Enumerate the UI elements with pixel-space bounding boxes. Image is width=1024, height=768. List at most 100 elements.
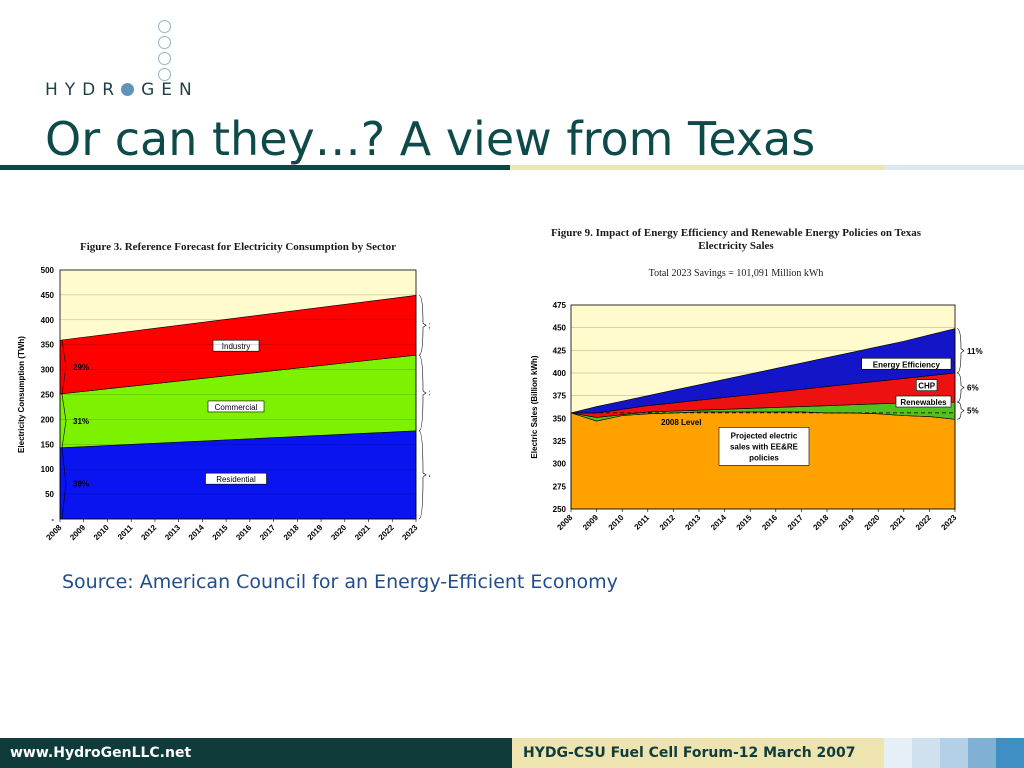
bracket-chp	[956, 372, 965, 403]
label-projected-line2: sales with EE&RE	[730, 442, 799, 451]
label-chp: CHP	[918, 382, 936, 391]
bracket-end-industry	[418, 295, 427, 356]
figure9-title-line1: Figure 9. Impact of Energy Efficiency an…	[551, 227, 922, 239]
bracket-energy-efficiency	[956, 328, 965, 374]
figure9-xtick: 2018	[811, 513, 830, 532]
figure9-xtick: 2009	[581, 513, 600, 532]
label-box-energy-efficiency	[861, 357, 952, 370]
logo-dot-2	[158, 36, 171, 49]
figure3-ytick: 250	[41, 391, 55, 400]
figure9-ytick: 400	[553, 369, 567, 378]
footer-blue-5	[996, 738, 1024, 768]
bracket-renewables	[956, 401, 965, 420]
figure9-ytick: 275	[553, 482, 567, 491]
footer-blue-1	[884, 738, 912, 768]
figure9-chart: Figure 9. Impact of Energy Efficiency an…	[530, 227, 983, 532]
figure9-ylabel: Electric Sales (Billion kWh)	[530, 355, 539, 458]
figure9-xtick: 2019	[837, 513, 856, 532]
share-end-commercial: 34%	[429, 389, 430, 398]
figure9-xtick: 2012	[658, 513, 677, 532]
footer-website-link[interactable]: www.HydroGenLLC.net	[10, 745, 192, 761]
figure3-ytick: 350	[41, 341, 55, 350]
figure3-title: Figure 3. Reference Forecast for Electri…	[80, 241, 396, 253]
title-rule-fade	[885, 165, 1024, 170]
figure9-xtick: 2017	[786, 513, 805, 532]
figure3-ytick: -	[51, 515, 54, 524]
footer-event-text: HYDG-CSU Fuel Cell Forum-12 March 2007	[523, 745, 856, 761]
figure9-xtick: 2011	[633, 513, 652, 532]
label-2008-level: 2008 Level	[661, 418, 701, 427]
figure9-ytick: 475	[553, 301, 567, 310]
label-box-industry	[212, 339, 260, 352]
figure3-xtick: 2019	[306, 523, 325, 542]
logo-dot-3	[158, 52, 171, 65]
figure9-ytick: 450	[553, 324, 567, 333]
figure9-subtitle: Total 2023 Savings = 101,091 Million kWh	[649, 268, 824, 279]
figure9-xtick: 2015	[735, 513, 754, 532]
label-renewables: Renewables	[900, 398, 947, 407]
bracket-start-industry	[61, 340, 67, 395]
figure3-ytick: 150	[41, 440, 55, 449]
figure9-plot-frame	[570, 304, 956, 510]
share-end-industry: 27%	[429, 321, 430, 330]
label-industry: Industry	[222, 342, 250, 351]
figure9-ytick: 325	[553, 437, 567, 446]
share-start-residential: 39%	[73, 479, 89, 488]
figure9-xtick: 2016	[760, 513, 779, 532]
figure3-xtick: 2016	[234, 523, 253, 542]
figure3-xtick: 2021	[353, 523, 372, 542]
figure3-xtick: 2018	[282, 523, 301, 542]
label-projected-line1: Projected electric	[731, 431, 798, 440]
figure9-xtick: 2013	[683, 513, 702, 532]
bracket-end-residential	[418, 430, 427, 520]
footer-bar: www.HydroGenLLC.net HYDG-CSU Fuel Cell F…	[0, 738, 1024, 768]
page-title: Or can they…? A view from Texas	[45, 112, 816, 166]
title-rule-dark	[0, 165, 510, 170]
figure3-ytick: 50	[45, 490, 54, 499]
label-energy-efficiency: Energy Efficiency	[873, 360, 941, 369]
figure9-xtick: 2020	[863, 513, 882, 532]
figure3-xtick: 2023	[400, 523, 419, 542]
figure9-ytick: 375	[553, 392, 567, 401]
figure9-title-line2: Electricity Sales	[698, 240, 774, 252]
figure3-chart: Figure 3. Reference Forecast for Electri…	[17, 241, 430, 542]
figure3-xtick: 2012	[139, 523, 158, 542]
figure9-ytick: 350	[553, 414, 567, 423]
label-box-commercial	[207, 400, 265, 413]
logo-text-left: HYDR	[45, 80, 122, 100]
figure3-plot-frame	[59, 269, 417, 520]
share-start-industry: 29%	[73, 363, 89, 372]
figure3-xtick: 2014	[187, 523, 206, 542]
label-residential: Residential	[216, 475, 256, 484]
pct-chp: 6%	[967, 384, 979, 393]
figure9-xtick: 2010	[607, 513, 626, 532]
logo-dot-1	[158, 20, 171, 33]
figure9-xtick: 2023	[939, 513, 958, 532]
figure3-xtick: 2022	[377, 523, 396, 542]
figure9-xtick: 2021	[888, 513, 907, 532]
figure9-xtick: 2014	[709, 513, 728, 532]
share-start-commercial: 31%	[73, 417, 89, 426]
label-projected-line3: policies	[749, 453, 779, 462]
logo-wordmark: HYDR GEN	[45, 80, 199, 100]
label-box-residential	[205, 472, 267, 485]
figure3-ytick: 200	[41, 415, 55, 424]
figure3-ytick: 300	[41, 366, 55, 375]
figure3-xtick: 2013	[163, 523, 182, 542]
footer-light-segment	[512, 738, 884, 768]
figure9-xtick: 2022	[914, 513, 933, 532]
label-commercial: Commercial	[215, 403, 258, 412]
source-text: Source: American Council for an Energy-E…	[62, 571, 618, 593]
figure9-xtick: 2008	[555, 513, 574, 532]
bracket-end-commercial	[418, 354, 427, 432]
label-box-renewables	[895, 395, 952, 408]
hydrogen-logo: HYDR GEN	[40, 18, 200, 103]
figure3-xtick: 2010	[92, 523, 111, 542]
label-box-chp	[915, 379, 938, 391]
figure9-ytick: 250	[553, 505, 567, 514]
bracket-start-commercial	[61, 393, 67, 448]
logo-text-right: GEN	[141, 80, 199, 100]
figure3-ytick: 400	[41, 316, 55, 325]
figure3-xtick: 2011	[116, 523, 135, 542]
figure3-ytick: 450	[41, 291, 55, 300]
